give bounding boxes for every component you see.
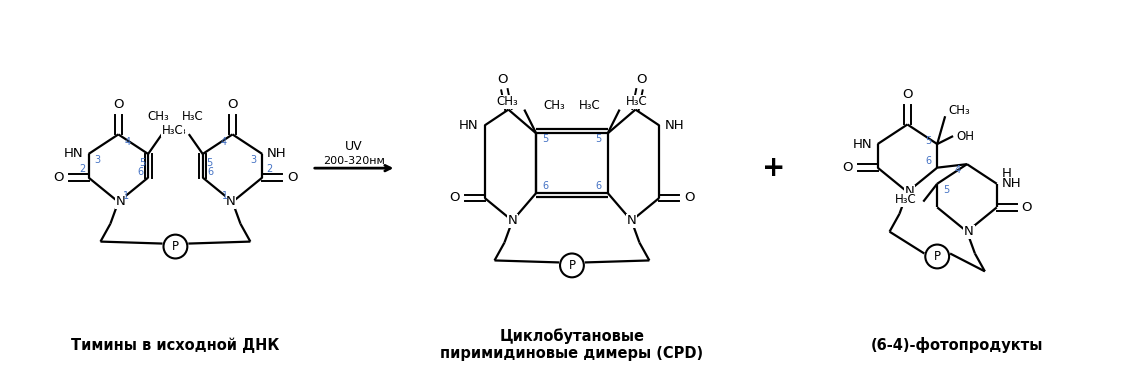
Text: 5: 5 xyxy=(943,185,949,195)
Text: 1: 1 xyxy=(221,191,228,201)
Text: 5: 5 xyxy=(139,158,146,168)
Text: +: + xyxy=(762,154,785,182)
Text: 6: 6 xyxy=(925,156,931,166)
Text: 6: 6 xyxy=(137,167,143,177)
Text: H: H xyxy=(1001,167,1012,180)
Text: O: O xyxy=(842,161,854,174)
Text: CH₃: CH₃ xyxy=(497,95,518,108)
Text: O: O xyxy=(449,191,461,204)
Text: CH₃: CH₃ xyxy=(543,99,564,112)
Text: P: P xyxy=(568,259,576,272)
Text: N: N xyxy=(964,225,974,238)
Text: CH₃: CH₃ xyxy=(948,104,970,117)
Text: O: O xyxy=(1022,201,1032,214)
Text: HN: HN xyxy=(460,119,479,132)
Text: HN: HN xyxy=(854,138,873,151)
Text: 2: 2 xyxy=(79,164,86,174)
Text: O: O xyxy=(636,73,647,86)
Text: 200-320нм: 200-320нм xyxy=(323,156,385,166)
Text: P: P xyxy=(934,250,940,263)
Text: N: N xyxy=(627,214,637,227)
Text: OH: OH xyxy=(956,129,974,142)
Text: 5: 5 xyxy=(542,134,549,144)
Text: CH₃: CH₃ xyxy=(164,123,186,137)
Text: N: N xyxy=(115,195,125,209)
Circle shape xyxy=(164,235,187,258)
Text: O: O xyxy=(227,98,238,111)
Text: 3: 3 xyxy=(95,155,100,165)
Text: HN: HN xyxy=(64,147,84,160)
Text: 4: 4 xyxy=(955,165,961,175)
Text: Тимины в исходной ДНК: Тимины в исходной ДНК xyxy=(71,337,279,352)
Text: O: O xyxy=(113,98,123,111)
Text: 5: 5 xyxy=(207,158,212,168)
Text: P: P xyxy=(172,240,178,253)
Text: O: O xyxy=(287,171,297,184)
Text: H₃C: H₃C xyxy=(163,123,184,137)
Text: 4: 4 xyxy=(124,137,130,147)
Text: 6: 6 xyxy=(542,181,549,191)
Text: 6: 6 xyxy=(208,167,213,177)
Text: 5: 5 xyxy=(596,134,602,144)
Text: O: O xyxy=(53,171,64,184)
Text: N: N xyxy=(508,214,517,227)
Text: N: N xyxy=(226,195,235,209)
Text: H₃C: H₃C xyxy=(894,193,917,206)
Text: CH₃: CH₃ xyxy=(147,110,169,123)
Text: 4: 4 xyxy=(220,137,227,147)
Text: O: O xyxy=(684,191,694,204)
Text: 6: 6 xyxy=(596,181,602,191)
Text: O: O xyxy=(902,88,912,101)
Text: O: O xyxy=(497,73,508,86)
Text: NH: NH xyxy=(1001,177,1022,190)
Text: 5: 5 xyxy=(925,136,931,146)
Text: NH: NH xyxy=(268,147,287,160)
Text: N: N xyxy=(904,185,914,198)
Text: (6-4)-фотопродукты: (6-4)-фотопродукты xyxy=(870,337,1043,353)
Text: NH: NH xyxy=(665,119,685,132)
Text: 2: 2 xyxy=(266,164,272,174)
Text: H₃C: H₃C xyxy=(579,99,601,112)
Circle shape xyxy=(926,245,949,269)
Text: H₃C: H₃C xyxy=(625,95,647,108)
Text: H₃C: H₃C xyxy=(182,110,203,123)
Text: 3: 3 xyxy=(251,155,256,165)
Circle shape xyxy=(560,254,584,277)
Text: UV: UV xyxy=(344,140,362,153)
Text: Циклобутановые
пиримидиновые димеры (CPD): Циклобутановые пиримидиновые димеры (CPD… xyxy=(440,328,703,361)
Text: 1: 1 xyxy=(123,191,130,201)
